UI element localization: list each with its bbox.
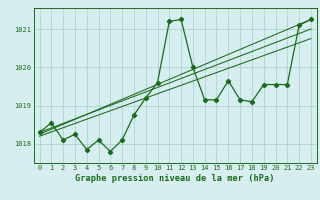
X-axis label: Graphe pression niveau de la mer (hPa): Graphe pression niveau de la mer (hPa)	[76, 174, 275, 183]
